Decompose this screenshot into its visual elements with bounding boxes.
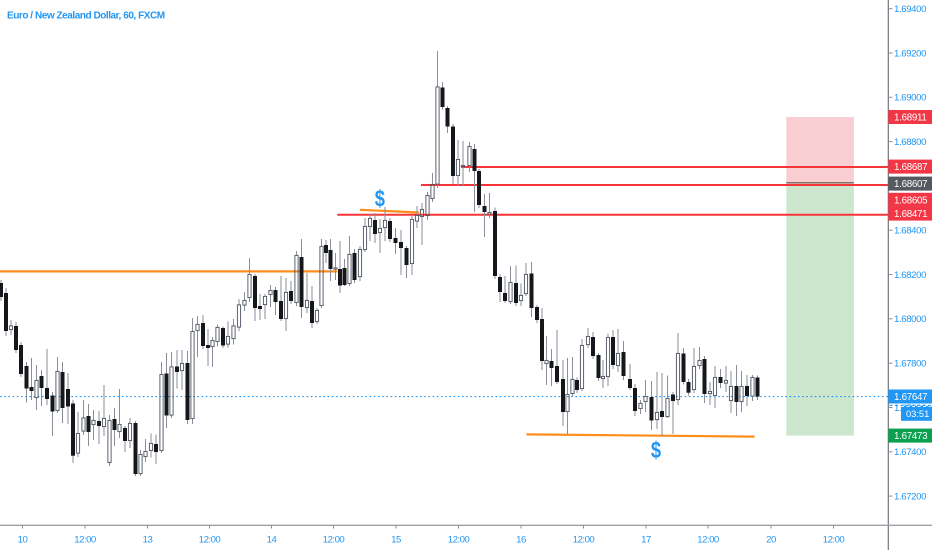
svg-text:14: 14: [267, 535, 278, 546]
svg-text:20: 20: [766, 535, 776, 546]
svg-text:1.69200: 1.69200: [894, 48, 926, 59]
svg-text:1.68605: 1.68605: [894, 195, 928, 206]
svg-text:1.67473: 1.67473: [894, 431, 928, 442]
svg-text:12:00: 12:00: [448, 535, 470, 546]
svg-text:12:00: 12:00: [697, 535, 719, 546]
svg-text:1.68800: 1.68800: [894, 137, 926, 148]
svg-text:12:00: 12:00: [573, 535, 595, 546]
svg-text:12:00: 12:00: [74, 535, 96, 546]
svg-text:1.68607: 1.68607: [894, 179, 927, 190]
svg-text:17: 17: [641, 535, 651, 546]
svg-text:$: $: [651, 437, 661, 463]
svg-text:1.68400: 1.68400: [894, 226, 926, 237]
svg-text:$: $: [375, 185, 385, 211]
svg-text:1.68200: 1.68200: [894, 270, 926, 281]
svg-text:15: 15: [391, 535, 401, 546]
svg-text:1.68000: 1.68000: [894, 314, 926, 325]
svg-text:1.67800: 1.67800: [894, 359, 926, 370]
svg-text:1.67647: 1.67647: [894, 392, 927, 403]
svg-text:12:00: 12:00: [323, 535, 345, 546]
svg-text:1.67200: 1.67200: [894, 492, 926, 503]
svg-text:Euro / New Zealand Dollar, 60,: Euro / New Zealand Dollar, 60, FXCM: [7, 11, 165, 22]
svg-text:1.67400: 1.67400: [894, 447, 926, 458]
svg-text:16: 16: [516, 535, 526, 546]
svg-text:12:00: 12:00: [199, 535, 221, 546]
svg-text:13: 13: [143, 535, 153, 546]
svg-text:1.68687: 1.68687: [894, 162, 927, 173]
svg-text:1.68911: 1.68911: [894, 113, 927, 124]
svg-text:12:00: 12:00: [823, 535, 845, 546]
svg-text:03:51: 03:51: [906, 409, 929, 419]
svg-text:1.68471: 1.68471: [894, 209, 927, 220]
svg-text:1.69400: 1.69400: [894, 4, 926, 15]
svg-text:1.69000: 1.69000: [894, 93, 926, 104]
svg-text:10: 10: [18, 535, 28, 546]
